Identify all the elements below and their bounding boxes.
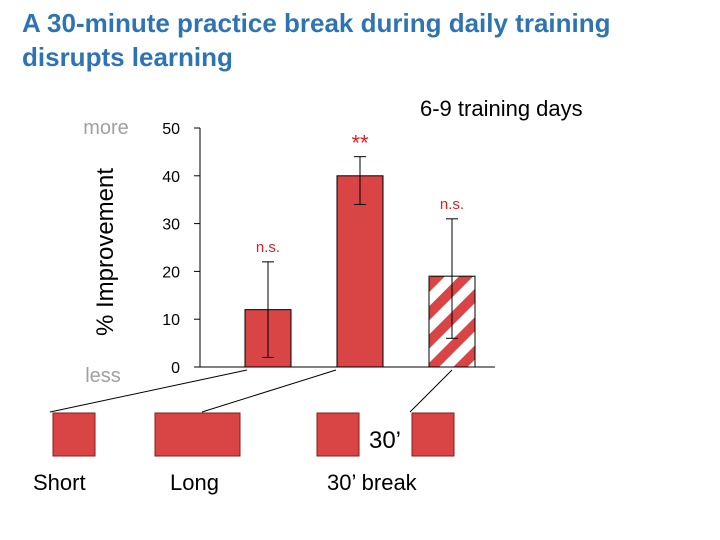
- schedule-break-block-1: [316, 412, 360, 457]
- scale-less-label: less: [85, 365, 121, 387]
- condition-label-long: Long: [170, 470, 219, 495]
- condition-label-break: 30’ break: [327, 470, 417, 495]
- y-tick-label: 20: [162, 264, 180, 281]
- schedule-long-block: [154, 412, 241, 457]
- y-tick-label: 30: [162, 217, 180, 234]
- bar: [336, 175, 384, 368]
- connector-break: [409, 369, 453, 413]
- slide-title: A 30-minute practice break during daily …: [22, 8, 611, 72]
- significance-label: n.s.: [256, 239, 280, 256]
- connector-short: [49, 369, 248, 413]
- significance-label: n.s.: [440, 196, 464, 213]
- schedule-short-block: [52, 412, 96, 457]
- connector-long: [201, 369, 337, 413]
- significance-label: **: [351, 131, 369, 156]
- y-tick-label: 40: [162, 169, 180, 186]
- bars: n.s. ** n.s.: [244, 131, 476, 368]
- break-duration-label: 30’: [369, 427, 401, 454]
- y-axis-label: % Improvement: [92, 168, 119, 336]
- y-tick-label: 0: [171, 360, 180, 377]
- schedule-break-block-2: [411, 412, 455, 457]
- y-tick-label: 50: [162, 121, 180, 138]
- chart-subtitle: 6-9 training days: [420, 96, 583, 121]
- scale-more-label: more: [83, 117, 129, 139]
- y-tick-label: 10: [162, 312, 180, 329]
- y-ticks: 0 10 20 30 40 50: [162, 121, 200, 377]
- condition-label-short: Short: [33, 470, 86, 495]
